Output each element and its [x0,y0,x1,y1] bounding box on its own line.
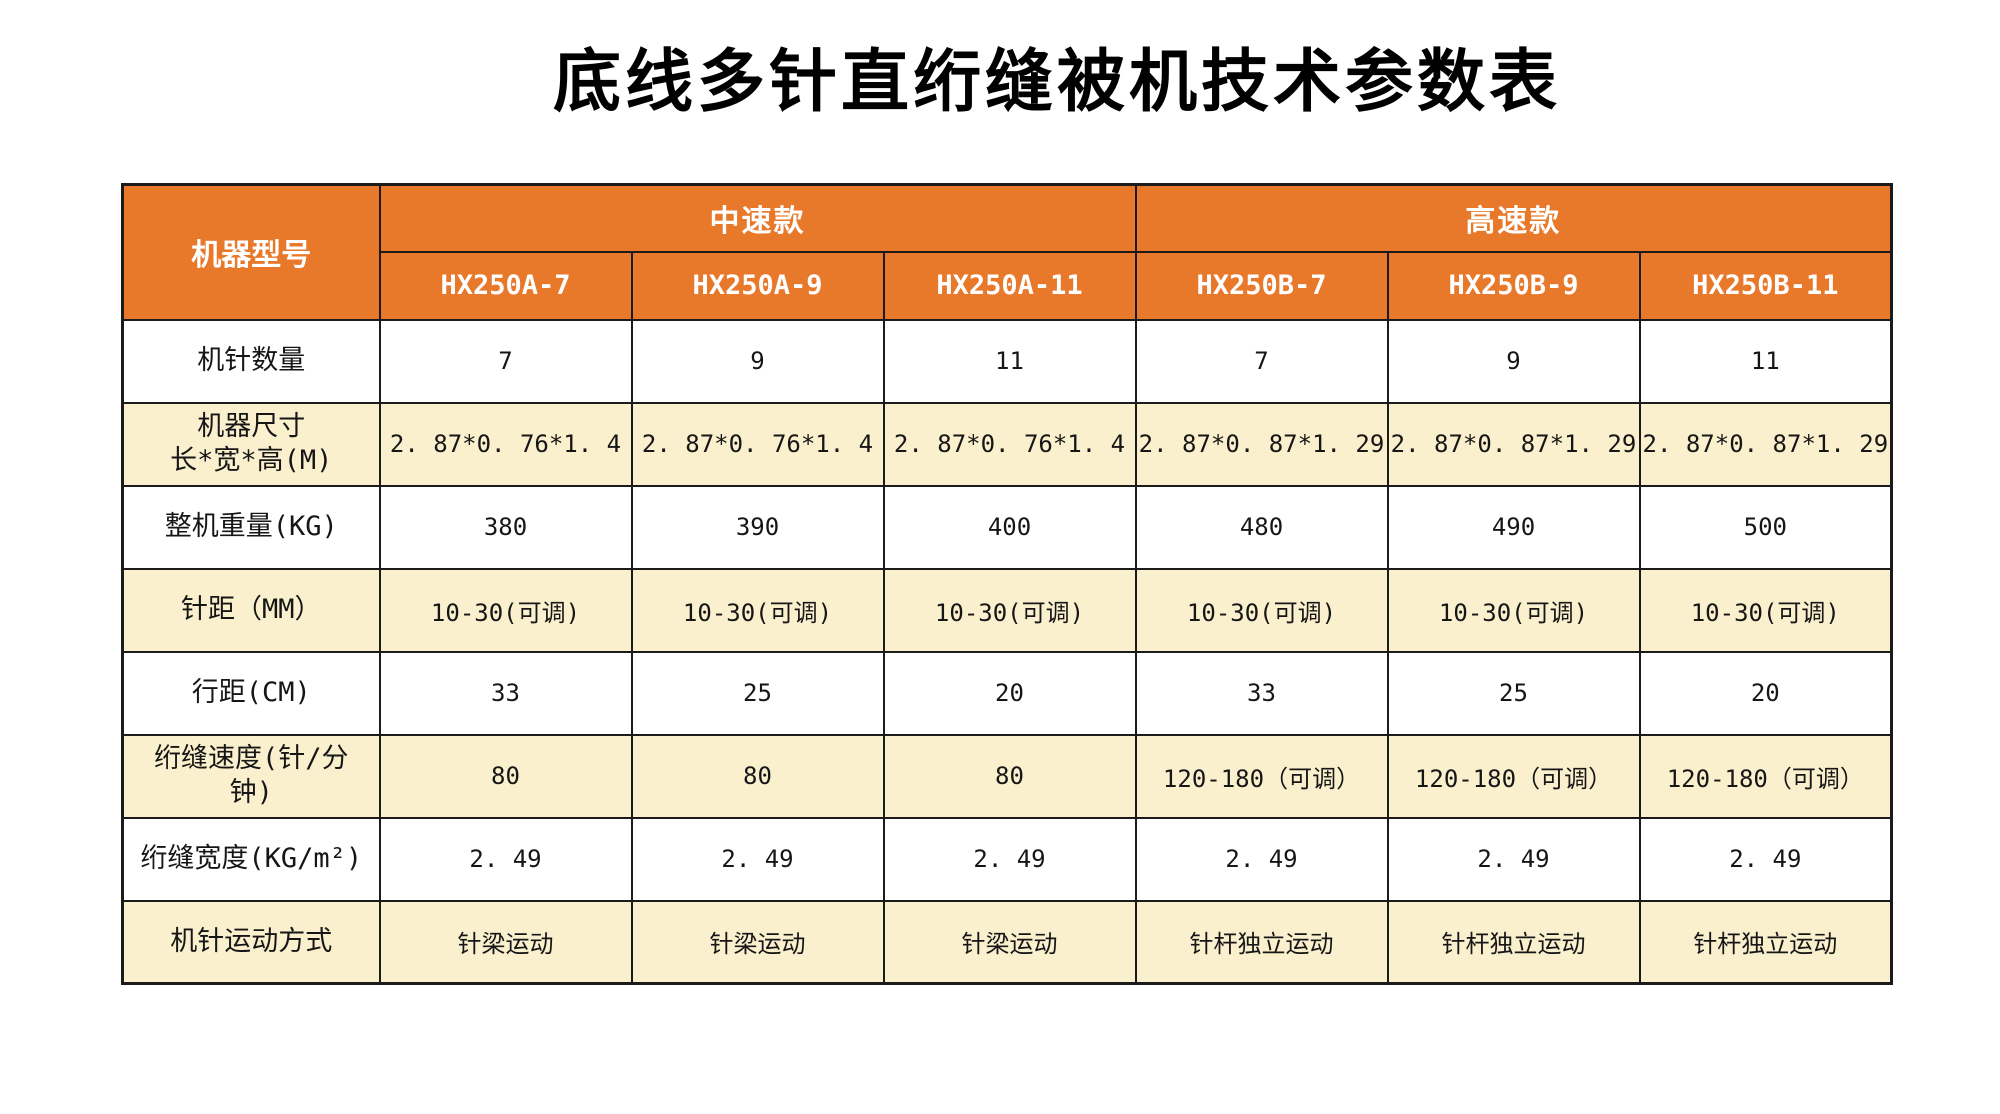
page-title: 底线多针直绗缝被机技术参数表 [552,43,1561,122]
row-label-machine-size: 机器尺寸 长*宽*高(M) [121,401,381,487]
spec-table: 机器型号 中速款 高速款 HX250A-7 HX250A-9 HX250A-11… [121,183,1894,985]
row-label-needle-count: 机针数量 [121,318,381,404]
table-cell: 10-30(可调) [630,567,885,653]
table-cell: 2. 49 [378,816,633,902]
table-cell: 针杆独立运动 [1134,899,1389,985]
table-row-quilting-width: 绗缝宽度(KG/m²) 2. 49 2. 49 2. 49 2. 49 2. 4… [121,816,1893,902]
table-cell: 400 [882,484,1137,570]
row-label-line2: 钟) [229,777,273,808]
row-label-needle-motion: 机针运动方式 [121,899,381,985]
table-cell: 针梁运动 [630,899,885,985]
table-cell: 2. 87*0. 87*1. 29 [1638,401,1893,487]
table-row-row-spacing: 行距(CM) 33 25 20 33 25 20 [121,650,1893,736]
table-cell: 120-180（可调） [1386,733,1641,819]
table-cell: 10-30(可调) [1638,567,1893,653]
row-label-row-spacing: 行距(CM) [121,650,381,736]
table-cell: 2. 87*0. 76*1. 4 [882,401,1137,487]
row-label-quilting-speed: 绗缝速度(针/分 钟) [121,733,381,819]
model-header-hx250a-9: HX250A-9 [630,250,885,321]
table-row-machine-size: 机器尺寸 长*宽*高(M) 2. 87*0. 76*1. 4 2. 87*0. … [121,401,1893,487]
row-label-line1: 绗缝速度(针/分 [153,743,349,775]
table-cell: 针杆独立运动 [1638,899,1893,985]
table-cell: 25 [1386,650,1641,736]
table-cell: 80 [882,733,1137,819]
table-cell: 80 [630,733,885,819]
table-cell: 针杆独立运动 [1386,899,1641,985]
table-cell: 10-30(可调) [882,567,1137,653]
table-cell: 11 [1638,318,1893,404]
table-cell: 2. 49 [1638,816,1893,902]
table-cell: 120-180（可调） [1638,733,1893,819]
table-cell: 2. 49 [1134,816,1389,902]
model-header-hx250b-11: HX250B-11 [1638,250,1893,321]
table-cell: 120-180（可调） [1134,733,1389,819]
table-cell: 25 [630,650,885,736]
row-label-needle-pitch: 针距（MM） [121,567,381,653]
table-row-needle-motion: 机针运动方式 针梁运动 针梁运动 针梁运动 针杆独立运动 针杆独立运动 针杆独立… [121,899,1893,985]
table-cell: 380 [378,484,633,570]
table-cell: 7 [1134,318,1389,404]
table-cell: 7 [378,318,633,404]
table-cell: 10-30(可调) [378,567,633,653]
model-header-hx250a-11: HX250A-11 [882,250,1137,321]
model-header-hx250b-7: HX250B-7 [1134,250,1389,321]
table-cell: 490 [1386,484,1641,570]
table-cell: 2. 87*0. 76*1. 4 [378,401,633,487]
row-label-quilting-width: 绗缝宽度(KG/m²) [121,816,381,902]
table-row-machine-weight: 整机重量(KG) 380 390 400 480 490 500 [121,484,1893,570]
table-cell: 2. 87*0. 76*1. 4 [630,401,885,487]
table-cell: 33 [1134,650,1389,736]
group-header-high-speed: 高速款 [1134,183,1893,253]
row-label-machine-weight: 整机重量(KG) [121,484,381,570]
table-cell: 2. 87*0. 87*1. 29 [1134,401,1389,487]
corner-header-machine-model: 机器型号 [121,183,381,321]
group-header-medium-speed: 中速款 [378,183,1137,253]
table-cell: 20 [1638,650,1893,736]
table-cell: 9 [630,318,885,404]
table-cell: 2. 49 [882,816,1137,902]
table-cell: 9 [1386,318,1641,404]
table-cell: 20 [882,650,1137,736]
table-cell: 10-30(可调) [1386,567,1641,653]
row-label-line1: 机器尺寸 [197,411,306,443]
table-cell: 2. 49 [630,816,885,902]
table-cell: 80 [378,733,633,819]
table-cell: 33 [378,650,633,736]
table-cell: 10-30(可调) [1134,567,1389,653]
table-cell: 2. 87*0. 87*1. 29 [1386,401,1641,487]
table-cell: 480 [1134,484,1389,570]
table-row-quilting-speed: 绗缝速度(针/分 钟) 80 80 80 120-180（可调） 120-180… [121,733,1893,819]
model-header-hx250b-9: HX250B-9 [1386,250,1641,321]
table-row-needle-count: 机针数量 7 9 11 7 9 11 [121,318,1893,404]
table-cell: 11 [882,318,1137,404]
table-cell: 2. 49 [1386,816,1641,902]
table-row-needle-pitch: 针距（MM） 10-30(可调) 10-30(可调) 10-30(可调) 10-… [121,567,1893,653]
model-header-hx250a-7: HX250A-7 [378,250,633,321]
table-cell: 针梁运动 [378,899,633,985]
row-label-line2: 长*宽*高(M) [170,445,333,476]
table-cell: 500 [1638,484,1893,570]
table-cell: 390 [630,484,885,570]
table-cell: 针梁运动 [882,899,1137,985]
